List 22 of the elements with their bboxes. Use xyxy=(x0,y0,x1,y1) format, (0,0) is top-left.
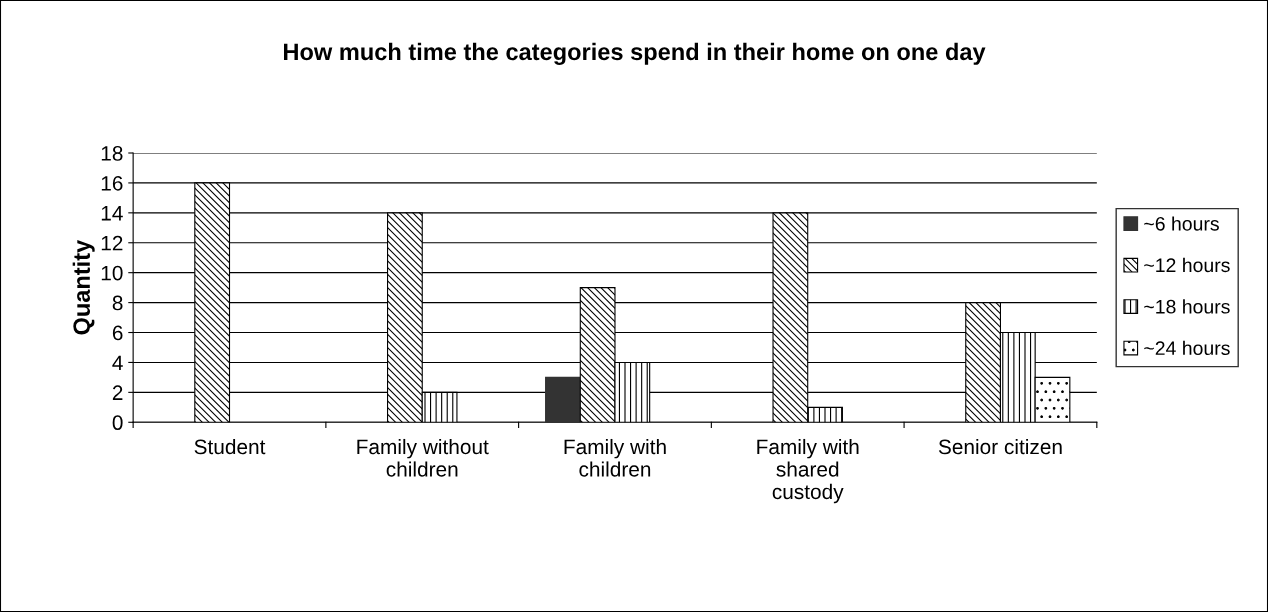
legend-label: ~24 hours xyxy=(1144,340,1230,356)
y-tick-label: 2 xyxy=(112,385,123,400)
x-tick-label: Senior citizen xyxy=(938,438,1062,455)
y-tick-label: 10 xyxy=(101,265,123,281)
y-tick-label: 12 xyxy=(101,235,123,251)
x-tick-label: Family with children xyxy=(564,438,666,477)
y-tick-label: 14 xyxy=(101,206,123,221)
y-tick-label: 8 xyxy=(112,295,123,311)
bar xyxy=(545,376,581,423)
y-tick-label: 18 xyxy=(101,146,123,161)
y-tick-label: 16 xyxy=(101,175,123,191)
legend-label: ~6 hours xyxy=(1144,216,1219,231)
y-tick-label: 0 xyxy=(112,415,123,431)
y-tick-label: 4 xyxy=(112,355,123,370)
y-axis-title: Quantity xyxy=(72,239,95,335)
y-tick-label: 6 xyxy=(112,325,123,341)
x-tick-label: Family with shared custody xyxy=(757,438,859,504)
x-tick-label: Family without children xyxy=(357,438,489,477)
chart-title: How much time the categories spend in their home on one day xyxy=(284,42,986,65)
legend-label: ~18 hours xyxy=(1144,299,1230,314)
legend-label: ~12 hours xyxy=(1144,257,1230,273)
x-tick-label: Student xyxy=(194,438,266,455)
